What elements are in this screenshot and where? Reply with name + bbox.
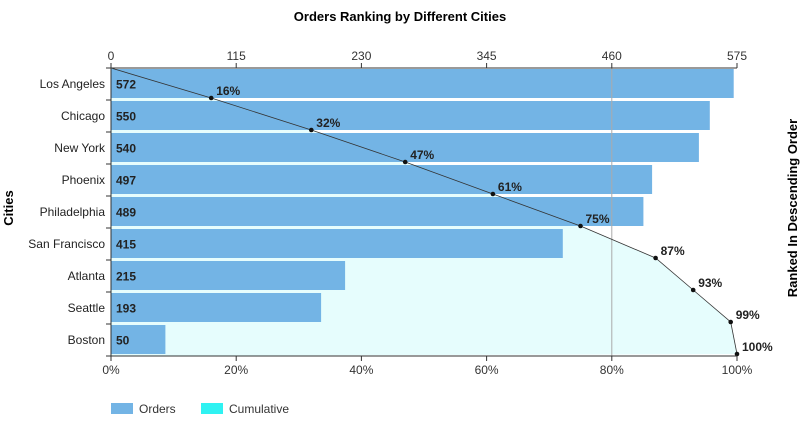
x-bottom-tick-label: 40% bbox=[349, 363, 373, 377]
x-top-tick-label: 345 bbox=[477, 49, 497, 63]
bar bbox=[111, 293, 322, 322]
bar-value-label: 415 bbox=[116, 238, 136, 252]
x-bottom-tick-label: 100% bbox=[722, 363, 753, 377]
category-label: Los Angeles bbox=[40, 77, 105, 91]
cumulative-point bbox=[728, 319, 733, 325]
category-label: Seattle bbox=[68, 301, 106, 315]
legend-swatch bbox=[201, 403, 223, 414]
bar-value-label: 50 bbox=[116, 334, 130, 348]
category-label: Boston bbox=[68, 333, 105, 347]
cumulative-value-label: 16% bbox=[216, 84, 240, 98]
cumulative-point bbox=[208, 95, 214, 101]
bar bbox=[111, 69, 734, 98]
bar-value-label: 489 bbox=[116, 206, 136, 220]
chart-title: Orders Ranking by Different Cities bbox=[294, 9, 506, 24]
cumulative-point bbox=[309, 127, 314, 133]
x-bottom-tick-label: 80% bbox=[600, 363, 624, 377]
bar-value-label: 572 bbox=[116, 78, 136, 92]
cumulative-point bbox=[690, 287, 696, 293]
cumulative-value-label: 47% bbox=[410, 148, 434, 162]
cumulative-value-label: 93% bbox=[698, 276, 722, 290]
bar bbox=[111, 197, 644, 226]
bar-value-label: 193 bbox=[116, 302, 136, 316]
bar-value-label: 550 bbox=[116, 110, 136, 124]
cumulative-value-label: 61% bbox=[498, 180, 522, 194]
cumulative-value-label: 75% bbox=[586, 212, 610, 226]
cumulative-value-label: 100% bbox=[742, 340, 773, 354]
bar bbox=[111, 165, 653, 194]
x-top-tick-label: 460 bbox=[602, 49, 622, 63]
bar-value-label: 497 bbox=[116, 174, 136, 188]
y-axis-title: Cities bbox=[1, 190, 16, 225]
y2-axis-title: Ranked In Descending Order bbox=[785, 119, 800, 297]
cumulative-value-label: 99% bbox=[736, 308, 760, 322]
cumulative-point bbox=[734, 351, 740, 357]
x-bottom-tick-label: 60% bbox=[475, 363, 499, 377]
legend-swatch bbox=[111, 403, 133, 414]
cumulative-point bbox=[402, 159, 408, 165]
category-label: Philadelphia bbox=[40, 205, 106, 219]
category-label: San Francisco bbox=[28, 237, 105, 251]
bar-value-label: 540 bbox=[116, 142, 136, 156]
legend: Orders Cumulative bbox=[111, 402, 289, 416]
x-bottom-tick-label: 0% bbox=[102, 363, 120, 377]
bar bbox=[111, 101, 710, 130]
x-bottom-tick-label: 20% bbox=[224, 363, 248, 377]
x-top-tick-label: 0 bbox=[108, 49, 115, 63]
cumulative-point bbox=[578, 223, 583, 229]
category-label: Phoenix bbox=[62, 173, 105, 187]
cumulative-point bbox=[653, 255, 658, 261]
category-label: Chicago bbox=[61, 109, 105, 123]
x-top-tick-label: 230 bbox=[351, 49, 371, 63]
legend-label: Orders bbox=[139, 402, 176, 416]
category-label: New York bbox=[54, 141, 106, 155]
category-label: Atlanta bbox=[68, 269, 106, 283]
cumulative-line bbox=[110, 67, 738, 355]
x-top-tick-label: 575 bbox=[727, 49, 747, 63]
bar bbox=[111, 133, 699, 162]
bar bbox=[111, 229, 563, 258]
bar bbox=[111, 325, 166, 354]
plot-area: 572 Los Angeles 550 Chicago 540 New York 497 Ph… bbox=[28, 49, 773, 377]
bar-value-label: 215 bbox=[116, 270, 136, 284]
legend-label: Cumulative bbox=[229, 402, 289, 416]
bar bbox=[111, 261, 346, 290]
x-top-tick-label: 115 bbox=[227, 49, 246, 63]
cumulative-value-label: 87% bbox=[661, 244, 685, 258]
cumulative-point bbox=[490, 191, 496, 197]
cumulative-value-label: 32% bbox=[316, 116, 340, 130]
